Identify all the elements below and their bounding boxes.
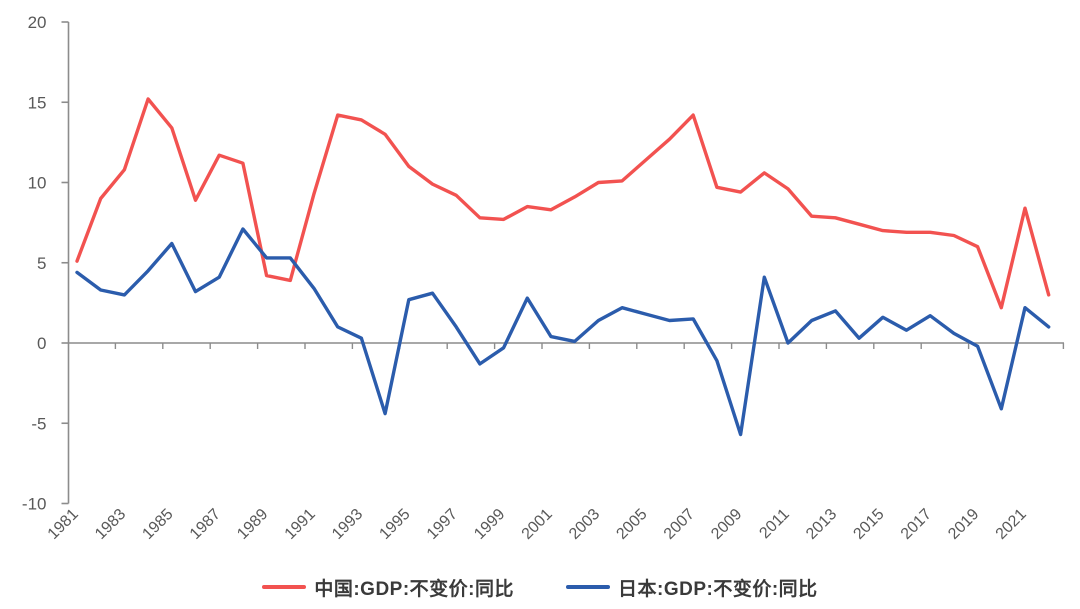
x-tick-label: 2005 bbox=[613, 506, 650, 543]
x-axis-zero-line: 1981 1983 1985 1987 1989 1991 1993 1995 1997 1999… bbox=[45, 342, 1065, 543]
legend-label-japan: 日本:GDP:不变价:同比 bbox=[618, 578, 818, 600]
x-tick-label: 1981 bbox=[45, 506, 82, 543]
y-tick-label: 5 bbox=[37, 254, 46, 273]
series-lines bbox=[75, 97, 1051, 437]
x-tick-label: 2011 bbox=[756, 506, 792, 542]
y-tick-label: -5 bbox=[31, 414, 46, 433]
y-tick-label: -10 bbox=[22, 495, 47, 514]
japan-line-swatch bbox=[566, 585, 610, 589]
x-tick-label: 2017 bbox=[898, 506, 935, 543]
legend-label-china: 中国:GDP:不变价:同比 bbox=[314, 578, 514, 600]
x-tick-label: 1997 bbox=[424, 506, 461, 543]
y-tick-label: 0 bbox=[37, 334, 46, 353]
series-line-japan bbox=[75, 227, 1051, 437]
x-tick-label: 1985 bbox=[139, 506, 176, 543]
x-tick-label: 2001 bbox=[519, 506, 556, 543]
china-line-swatch bbox=[262, 585, 307, 589]
x-tick-label: 1989 bbox=[234, 506, 271, 543]
x-tick-label: 1993 bbox=[329, 506, 366, 543]
legend-item-china: 中国:GDP:不变价:同比 bbox=[262, 574, 514, 601]
y-tick-label: 20 bbox=[28, 13, 47, 32]
x-tick-label: 1991 bbox=[282, 506, 319, 543]
legend: 中国:GDP:不变价:同比 日本:GDP:不变价:同比 bbox=[0, 572, 1080, 602]
x-tick-label: 2021 bbox=[993, 506, 1030, 543]
x-tick-label: 2013 bbox=[803, 506, 840, 543]
x-tick-label: 1987 bbox=[187, 506, 224, 543]
series-line-china bbox=[75, 97, 1051, 310]
x-tick-label: 2019 bbox=[945, 506, 982, 543]
y-tick-label: 10 bbox=[28, 174, 47, 193]
x-tick-label: 1999 bbox=[471, 506, 508, 543]
x-tick-label: 2007 bbox=[661, 506, 698, 543]
x-tick-label: 1983 bbox=[92, 506, 129, 543]
x-tick-label: 2015 bbox=[850, 506, 887, 543]
x-tick-label: 1995 bbox=[376, 506, 413, 543]
y-axis: -10 -5 0 5 10 15 20 bbox=[22, 13, 70, 514]
x-tick-label: 2009 bbox=[708, 506, 745, 543]
y-tick-label: 15 bbox=[28, 93, 47, 112]
legend-item-japan: 日本:GDP:不变价:同比 bbox=[566, 574, 818, 601]
x-tick-label: 2003 bbox=[566, 506, 603, 543]
